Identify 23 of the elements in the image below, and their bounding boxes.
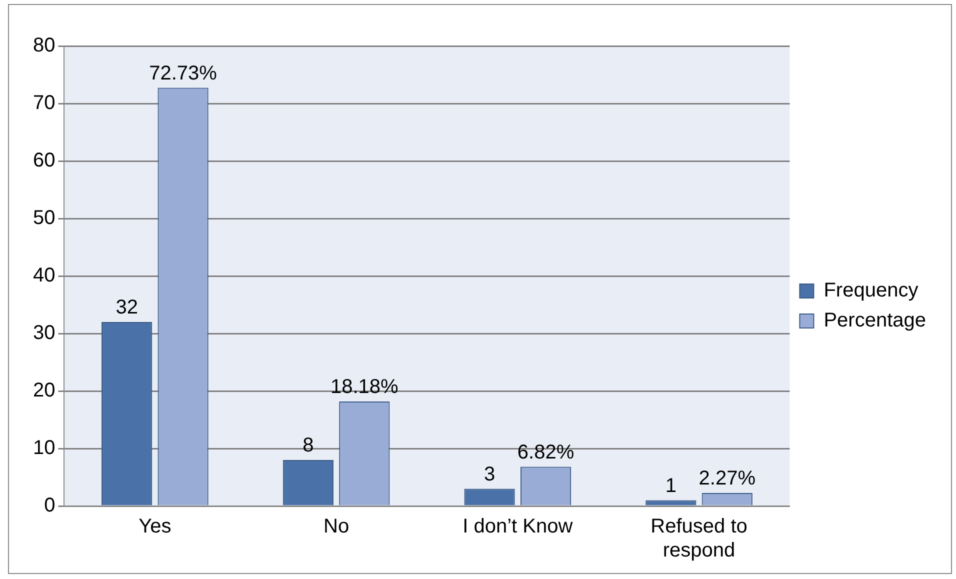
data-label: 1 — [665, 474, 676, 497]
data-label: 8 — [302, 434, 314, 457]
x-tick-label: Yes — [138, 516, 172, 538]
data-label: 2.27% — [698, 467, 756, 490]
x-tick-label: Refused to respond — [650, 516, 748, 562]
legend-label: Frequency — [824, 280, 918, 302]
legend-label: Percentage — [824, 310, 926, 332]
y-tick-label: 30 — [32, 322, 56, 344]
data-label: 72.73% — [149, 62, 218, 84]
y-tick-label: 80 — [32, 34, 56, 57]
x-tick-label: I don’t Know — [462, 516, 574, 538]
y-tick-label: 50 — [32, 207, 56, 230]
y-tick-label: 70 — [32, 92, 56, 114]
data-label: 6.82% — [517, 441, 574, 464]
y-tick-label: 40 — [32, 264, 56, 287]
y-tick-label: 60 — [32, 150, 56, 172]
data-label: 18.18% — [330, 376, 399, 398]
y-tick-label: 10 — [32, 437, 56, 460]
x-tick-label: No — [324, 516, 350, 538]
y-tick-label: 0 — [44, 494, 56, 517]
data-label: 3 — [484, 463, 496, 486]
data-label: 32 — [116, 296, 138, 319]
y-tick-label: 20 — [32, 380, 56, 402]
